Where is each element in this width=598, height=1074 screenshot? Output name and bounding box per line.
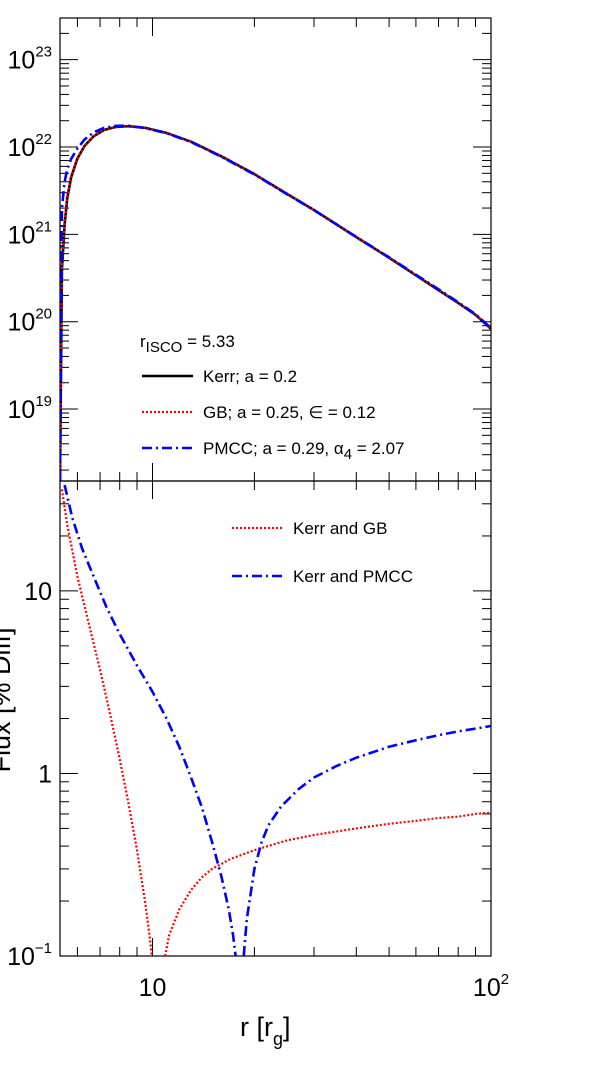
- y-axis-title: Flux [% Diff]: [0, 627, 16, 772]
- upper-ticks: [60, 17, 492, 481]
- legend-label-pmcc: PMCC; a = 0.29, α4 = 2.07: [203, 439, 405, 463]
- series-line-2: [63, 484, 237, 956]
- y-tick-label: 10: [24, 578, 52, 606]
- series-line-2: [60, 124, 491, 481]
- x-tick-label: 102: [473, 971, 509, 1002]
- y-tick-label: 1: [38, 760, 52, 788]
- series-line-1: [60, 124, 491, 481]
- legend-label-kerr: Kerr; a = 0.2: [203, 367, 297, 386]
- upper-series: [60, 124, 491, 481]
- series-line-1: [164, 811, 491, 956]
- y-tick-label: 1022: [8, 131, 53, 162]
- legend-label-gb: GB; a = 0.25, ∈ = 0.12: [203, 403, 376, 422]
- lower-panel: 10−1 1 10 10 102 Kerr and GB Kerr and PMCC r…: [0, 480, 509, 1049]
- lower-tick-labels: 10−1 1 10 10 102: [7, 578, 509, 1002]
- series-line-0: [60, 489, 153, 956]
- legend-label-kerr-gb: Kerr and GB: [293, 519, 388, 538]
- lower-plot-frame: [59, 480, 492, 957]
- y-tick-label: 1019: [8, 393, 53, 424]
- isco-annotation: rISCO = 5.33: [140, 332, 235, 356]
- y-tick-label: 10−1: [7, 940, 52, 971]
- y-tick-label: 1023: [8, 44, 53, 75]
- upper-legend: rISCO = 5.33 Kerr; a = 0.2 GB; a = 0.25,…: [140, 332, 405, 463]
- y-tick-label: 1020: [8, 306, 53, 337]
- x-tick-label: 10: [139, 974, 167, 1002]
- lower-ticks: [60, 480, 492, 957]
- legend-label-kerr-pmcc: Kerr and PMCC: [293, 567, 413, 586]
- lower-legend: Kerr and GB Kerr and PMCC: [232, 519, 413, 586]
- upper-tick-labels: 1019 1020 1021 1022 1023: [8, 44, 53, 424]
- upper-panel: 1019 1020 1021 1022 1023 rISCO = 5.33 Kerr; …: [8, 17, 492, 482]
- series-line-3: [242, 724, 491, 956]
- y-tick-label: 1021: [8, 218, 53, 249]
- series-line-0: [60, 124, 491, 481]
- lower-series: [60, 484, 491, 956]
- x-axis-title: r [rg]: [240, 1012, 291, 1049]
